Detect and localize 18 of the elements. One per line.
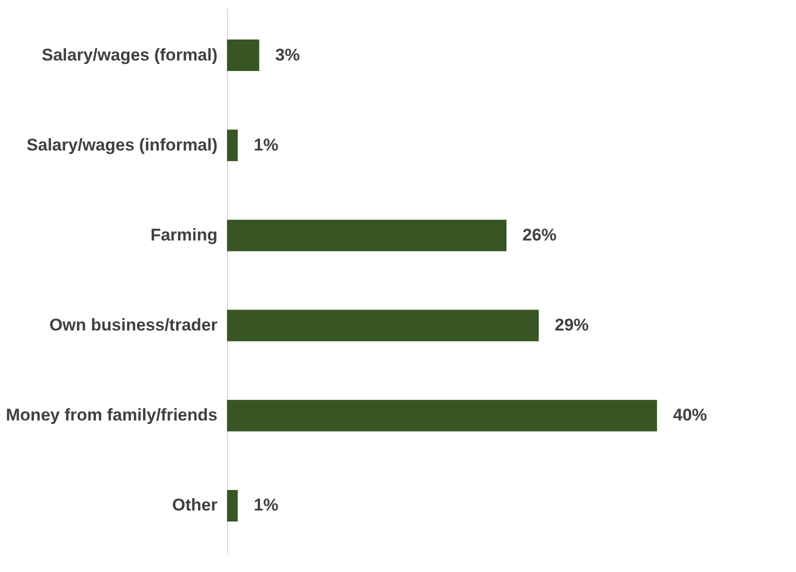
bar (227, 40, 260, 72)
bar (227, 400, 657, 432)
data-label: 29% (554, 316, 589, 335)
y-tick-label: Salary/wages (informal) (26, 135, 218, 154)
y-tick-label: Own business/trader (49, 316, 218, 335)
bar (227, 220, 506, 252)
y-tick-label: Money from family/friends (6, 406, 218, 425)
y-tick-label: Farming (150, 225, 218, 244)
data-label: 1% (254, 496, 278, 515)
y-tick-label: Salary/wages (formal) (42, 45, 218, 64)
data-label: 26% (522, 225, 557, 244)
bar (227, 310, 539, 342)
data-label: 3% (275, 45, 300, 64)
bar (227, 130, 238, 162)
bar (227, 490, 238, 522)
y-tick-label: Other (172, 496, 218, 515)
data-label: 1% (254, 135, 278, 154)
data-label: 40% (673, 406, 708, 425)
